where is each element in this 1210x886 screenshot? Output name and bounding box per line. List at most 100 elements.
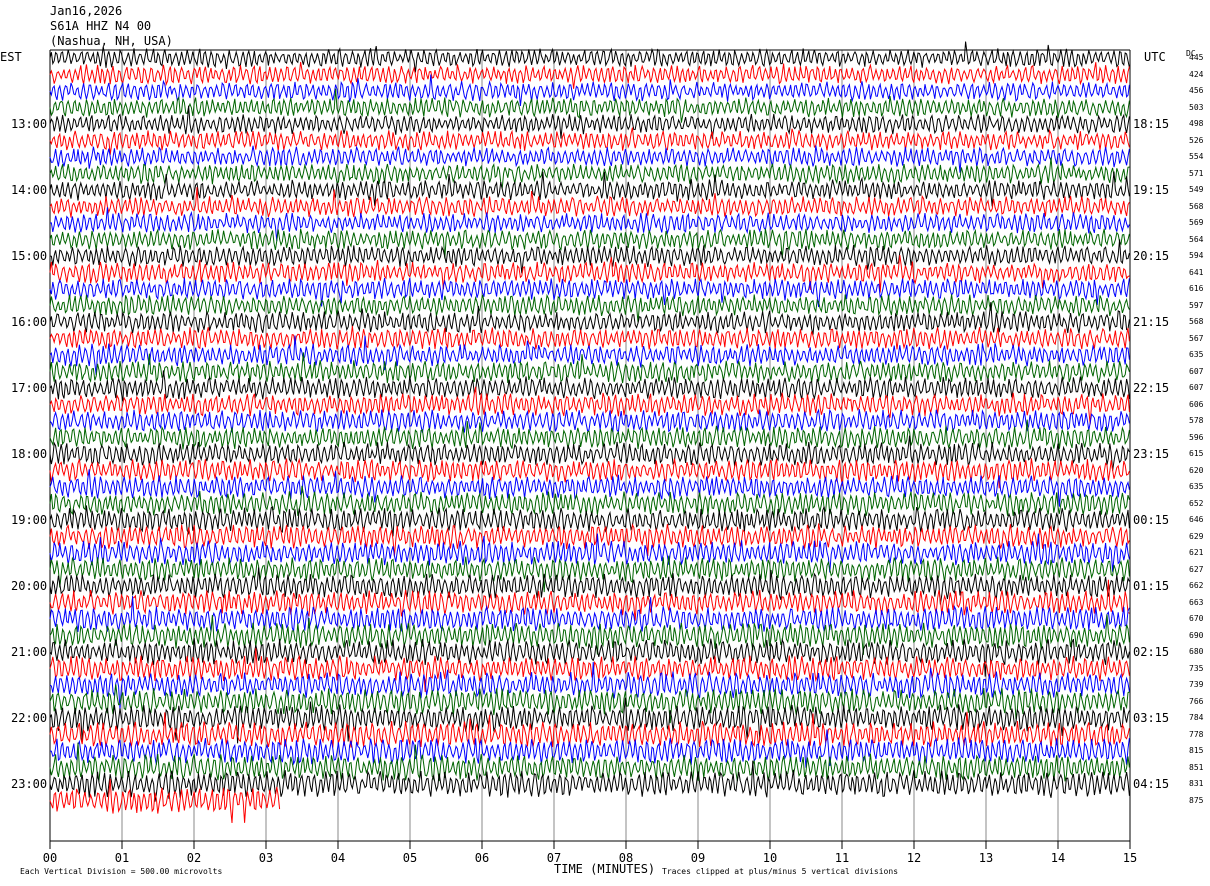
left-hour-label: 15:00 [11,249,48,263]
dc-offset-value: 549 [1189,185,1204,194]
dc-offset-value: 616 [1189,284,1204,293]
left-hour-label: 17:00 [11,381,48,395]
dc-offset-value: 571 [1189,168,1204,178]
trace-15 [49,293,1130,323]
dc-offset-value: 526 [1189,135,1204,145]
dc-offset-value: 875 [1189,795,1204,805]
trace-25 [49,457,1130,489]
right-hour-label: 19:15 [1133,183,1170,197]
trace-3 [49,88,1130,123]
dc-offset-value: 569 [1189,218,1204,227]
trace-8 [49,171,1130,207]
trace-24 [49,435,1130,471]
dc-offset-value: 646 [1189,515,1204,524]
scale-note: Each Vertical Division = 500.00 microvol… [20,867,223,876]
dc-offset-value: 635 [1189,350,1204,359]
x-tick-label: 15 [1123,851,1137,865]
trace-23 [49,419,1130,450]
dc-offset-value: 680 [1189,647,1204,656]
left-hour-label: 23:00 [11,777,48,791]
trace-26 [49,469,1130,507]
left-hour-label: 18:00 [11,447,48,461]
right-hour-label: 03:15 [1133,711,1170,725]
dc-offset-value: 690 [1189,630,1204,640]
right-timezone-label: UTC [1144,50,1166,64]
dc-offset-value: 766 [1189,696,1204,706]
left-timezone-label: EST [0,50,22,64]
trace-10 [49,207,1130,242]
trace-0 [49,41,1130,73]
x-tick-label: 04 [331,851,345,865]
x-tick-label: 02 [187,851,201,865]
left-hour-label: 13:00 [11,117,48,131]
left-hour-label: 14:00 [11,183,48,197]
dc-offset-value: 739 [1189,680,1204,689]
trace-42 [49,729,1130,768]
dc-offset-value: 578 [1189,416,1204,425]
left-hour-label: 22:00 [11,711,48,725]
trace-14 [49,277,1130,308]
dc-offset-value: 606 [1189,399,1204,409]
trace-35 [49,614,1130,655]
left-hour-label: 16:00 [11,315,48,329]
right-hour-label: 22:15 [1133,381,1170,395]
left-hour-label: 21:00 [11,645,48,659]
dc-offset-value: 503 [1189,102,1204,112]
dc-offset-value: 815 [1189,746,1204,755]
dc-offset-value: 456 [1189,86,1204,95]
dc-offset-value: 851 [1189,762,1204,772]
dc-offset-value: 641 [1189,267,1204,277]
trace-19 [49,352,1130,384]
dc-offset-value: 627 [1189,564,1204,574]
trace-13 [49,255,1130,293]
dc-offset-value: 594 [1189,251,1204,260]
trace-5 [49,127,1130,155]
dc-offset-value: 831 [1189,779,1204,788]
trace-18 [49,335,1130,376]
date-label: Jan16,2026 [50,4,123,18]
right-hour-label: 18:15 [1133,117,1170,131]
left-hour-label: 19:00 [11,513,48,527]
right-hour-label: 00:15 [1133,513,1170,527]
x-tick-label: 00 [43,851,57,865]
trace-45 [49,779,281,824]
dc-offset-value: 568 [1189,317,1204,326]
right-hour-label: 20:15 [1133,249,1170,263]
dc-offset-value: 635 [1189,482,1204,491]
x-tick-label: 10 [763,851,777,865]
dc-offset-value: 662 [1189,581,1204,590]
dc-offset-value: 607 [1189,383,1204,392]
right-hour-label: 04:15 [1133,777,1170,791]
trace-41 [49,711,1130,749]
trace-17 [49,325,1130,350]
dc-offset-value: 564 [1189,234,1204,244]
dc-offset-value: 607 [1189,366,1204,376]
dc-offset-value: 784 [1189,713,1204,722]
dc-offset-value: 663 [1189,597,1204,607]
trace-6 [49,145,1130,173]
dc-offset-value: 629 [1189,531,1204,541]
trace-32 [49,567,1130,605]
x-tick-label: 05 [403,851,417,865]
x-tick-label: 14 [1051,851,1065,865]
trace-28 [49,505,1130,537]
x-tick-label: 01 [115,851,129,865]
dc-offset-value: 596 [1189,432,1204,442]
dc-offset-value: 778 [1189,729,1204,739]
station-label: S61A HHZ N4 00 [50,19,152,33]
trace-7 [49,157,1130,189]
trace-43 [49,742,1130,783]
x-tick-label: 03 [259,851,273,865]
dc-offset-value: 615 [1189,449,1204,458]
trace-21 [49,386,1130,425]
trace-34 [49,595,1130,633]
x-tick-label: 12 [907,851,921,865]
right-hour-label: 21:15 [1133,315,1170,329]
trace-38 [49,661,1130,710]
dc-offset-value: 597 [1189,300,1204,310]
trace-33 [49,579,1130,621]
dc-offset-value: 568 [1189,201,1204,211]
trace-39 [49,684,1130,724]
trace-22 [49,408,1130,434]
